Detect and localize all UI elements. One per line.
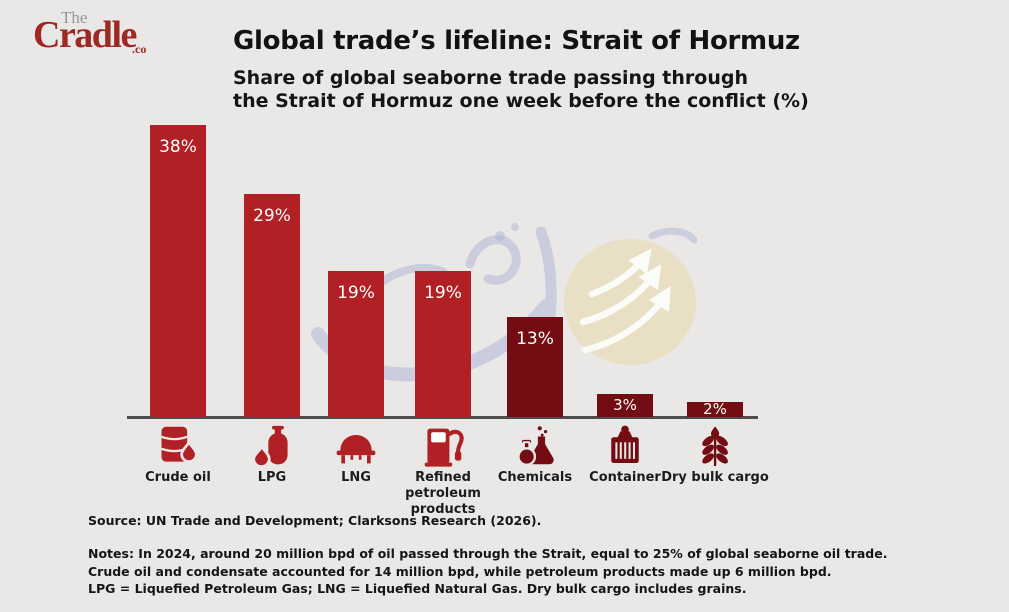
shipping-container-icon (560, 424, 690, 468)
category-label: Refined petroleum products (405, 470, 481, 517)
source-text: Source: UN Trade and Development; Clarks… (88, 513, 542, 528)
fuel-pump-icon (378, 424, 508, 468)
bar-value-label: 13% (516, 329, 554, 349)
category-crude-oil: Crude oil (113, 424, 243, 486)
oil-barrel-icon (113, 424, 243, 468)
category-label: LPG (257, 470, 287, 485)
category-dry-bulk-cargo: Dry bulk cargo (650, 424, 780, 486)
chart-title: Global trade’s lifeline: Strait of Hormu… (233, 26, 800, 56)
bar-lpg: 29% (244, 194, 300, 417)
x-axis-line (127, 416, 758, 419)
bar-value-label: 38% (159, 137, 197, 157)
logo-the: The (61, 8, 88, 27)
bar-value-label: 3% (613, 396, 637, 414)
bar-lng: 19% (328, 271, 384, 417)
category-label: Crude oil (145, 470, 211, 485)
category-label: LNG (341, 470, 371, 485)
category-label: Dry bulk cargo (661, 470, 769, 485)
category-label: Chemicals (497, 470, 573, 485)
chart-subtitle: Share of global seaborne trade passing t… (233, 67, 809, 112)
bar-chemicals: 13% (507, 317, 563, 417)
notes-text: Notes: In 2024, around 20 million bpd of… (88, 546, 888, 596)
chemical-flask-icon (470, 424, 600, 468)
category-container: Container (560, 424, 690, 486)
bar-crude-oil: 38% (150, 125, 206, 417)
category-label: Container (589, 470, 661, 485)
category-refined-petroleum-products: Refined petroleum products (378, 424, 508, 518)
circle-arrows-watermark (564, 239, 696, 365)
category-lng: LNG (291, 424, 421, 486)
logo-suffix: .co (132, 42, 147, 56)
bar-refined-petroleum-products: 19% (415, 271, 471, 417)
bar-value-label: 19% (424, 283, 462, 303)
category-chemicals: Chemicals (470, 424, 600, 486)
lng-tank-icon (291, 424, 421, 468)
bar-value-label: 29% (253, 206, 291, 226)
lpg-cylinder-icon (207, 424, 337, 468)
category-lpg: LPG (207, 424, 337, 486)
logo-cradle: Cradle (33, 14, 137, 56)
wheat-icon (650, 424, 780, 468)
bar-value-label: 19% (337, 283, 375, 303)
the-cradle-logo: The Cradle .co (33, 8, 163, 66)
bar-dry-bulk-cargo: 2% (687, 402, 743, 417)
bar-container: 3% (597, 394, 653, 417)
calligraphy-dots (495, 223, 519, 241)
bar-value-label: 2% (703, 400, 727, 418)
